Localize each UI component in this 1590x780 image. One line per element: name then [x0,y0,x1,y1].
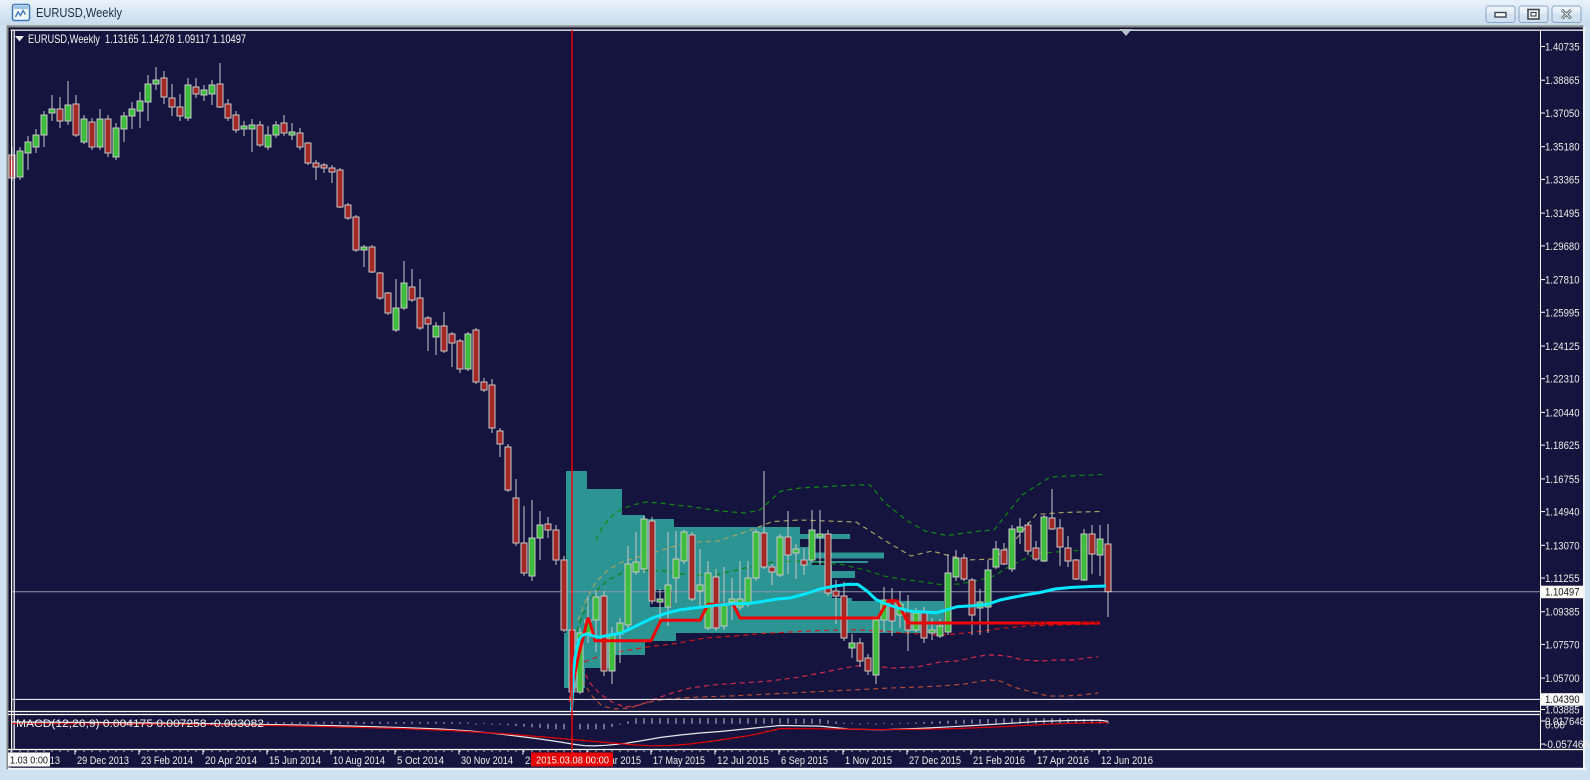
svg-text:30 Nov 2014: 30 Nov 2014 [461,755,513,767]
svg-text:0.00: 0.00 [1545,720,1565,732]
svg-text:23 Feb 2014: 23 Feb 2014 [141,755,193,767]
svg-text:1.04390: 1.04390 [1545,694,1580,706]
svg-text:27 Dec 2015: 27 Dec 2015 [909,755,961,767]
svg-text:1.24125: 1.24125 [1545,341,1580,353]
svg-text:12 Jul 2015: 12 Jul 2015 [717,755,769,767]
svg-text:1.29680: 1.29680 [1545,241,1580,253]
svg-text:1.07570: 1.07570 [1545,639,1580,651]
svg-text:1.03885: 1.03885 [1545,705,1580,717]
svg-text:6 Sep 2015: 6 Sep 2015 [781,755,828,767]
svg-text:1.09385: 1.09385 [1545,607,1580,619]
svg-text:EURUSD,Weekly: EURUSD,Weekly [36,6,123,20]
svg-text:EURUSD,Weekly 1.13165 1.14278: EURUSD,Weekly 1.13165 1.14278 1.09117 1.… [28,32,246,46]
svg-text:MACD(12,26,9) 0.004175 0.00725: MACD(12,26,9) 0.004175 0.007258 -0.00308… [16,718,264,730]
svg-text:1.31495: 1.31495 [1545,208,1580,220]
svg-text:1.38865: 1.38865 [1545,75,1580,87]
svg-text:20 Apr 2014: 20 Apr 2014 [205,755,257,767]
svg-text:5 Oct 2014: 5 Oct 2014 [397,755,444,767]
svg-text:29 Dec 2013: 29 Dec 2013 [77,755,129,767]
svg-text:1.05700: 1.05700 [1545,673,1580,685]
svg-text:1.22310: 1.22310 [1545,374,1580,386]
svg-text:12 Jun 2016: 12 Jun 2016 [1101,755,1153,767]
svg-text:1.16755: 1.16755 [1545,474,1580,486]
svg-text:1.33365: 1.33365 [1545,174,1580,186]
svg-text:1.40735: 1.40735 [1545,42,1580,54]
svg-text:1.20440: 1.20440 [1545,407,1580,419]
svg-text:1.03 0:00: 1.03 0:00 [10,755,48,767]
svg-text:1 Nov 2015: 1 Nov 2015 [845,755,892,767]
svg-text:1.13070: 1.13070 [1545,540,1580,552]
svg-text:0.017648: 0.017648 [1545,716,1585,728]
svg-text:1.27810: 1.27810 [1545,275,1580,287]
svg-text:1.37050: 1.37050 [1545,108,1580,120]
svg-text:1.14940: 1.14940 [1545,507,1580,519]
svg-text:21 Feb 2016: 21 Feb 2016 [973,755,1025,767]
svg-text:1.18625: 1.18625 [1545,440,1580,452]
svg-text:2015.03.08 00:00: 2015.03.08 00:00 [536,755,609,767]
svg-text:1.35180: 1.35180 [1545,142,1580,154]
svg-text:10 Aug 2014: 10 Aug 2014 [333,755,385,767]
svg-text:17 Apr 2016: 17 Apr 2016 [1037,755,1089,767]
svg-text:1.11255: 1.11255 [1545,573,1580,585]
svg-text:-0.057464: -0.057464 [1544,739,1589,751]
svg-text:15 Jun 2014: 15 Jun 2014 [269,755,321,767]
svg-text:17 May 2015: 17 May 2015 [653,755,705,767]
svg-text:1.25995: 1.25995 [1545,307,1580,319]
svg-text:1.10497: 1.10497 [1545,587,1580,599]
